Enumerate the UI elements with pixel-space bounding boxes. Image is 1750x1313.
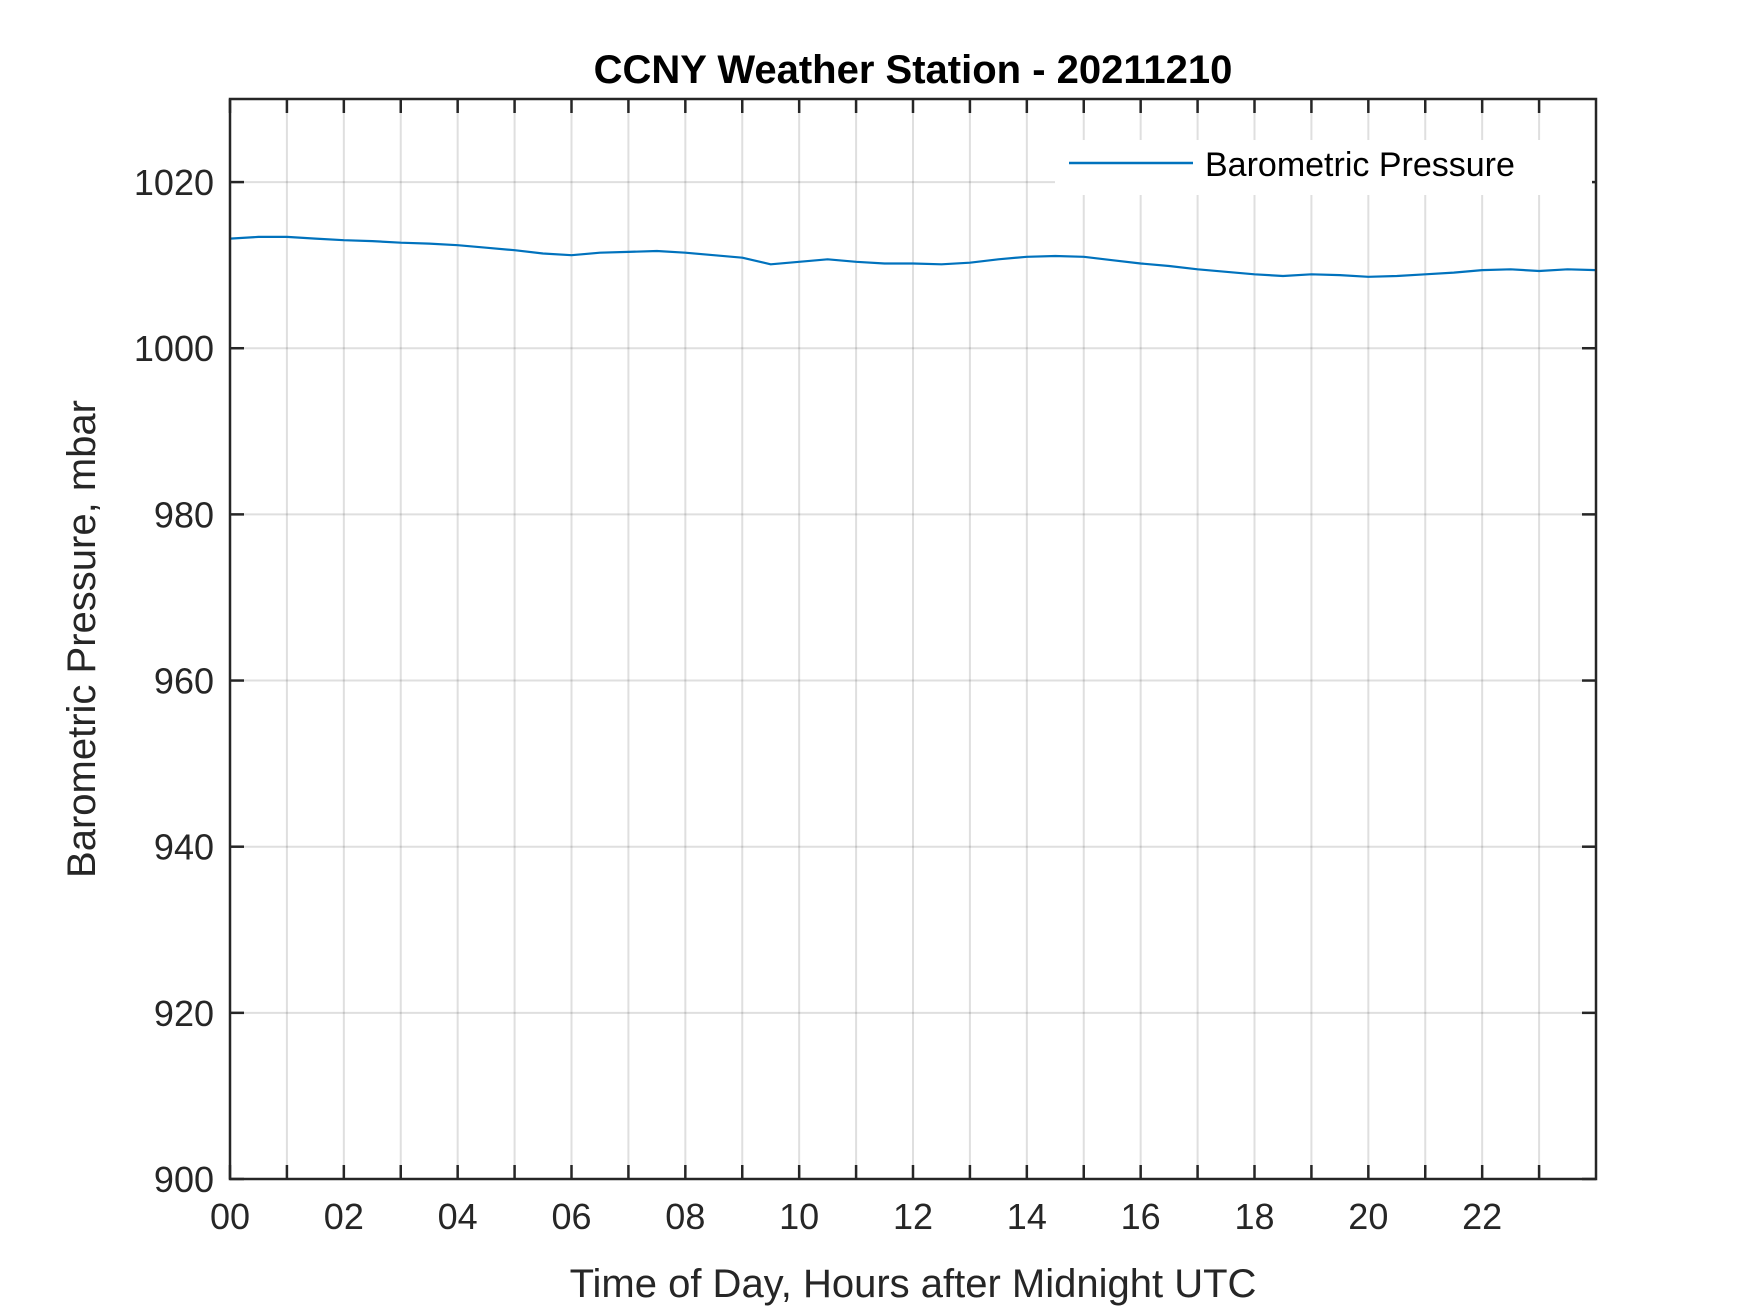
chart-title: CCNY Weather Station - 20211210 xyxy=(594,48,1233,92)
y-tick-label: 920 xyxy=(154,993,214,1034)
y-tick-label: 900 xyxy=(154,1159,214,1200)
legend-label-barometric-pressure: Barometric Pressure xyxy=(1205,146,1515,184)
x-tick-label: 12 xyxy=(893,1196,933,1237)
y-tick-label: 960 xyxy=(154,661,214,702)
x-tick-label: 04 xyxy=(438,1196,478,1237)
x-tick-label: 02 xyxy=(324,1196,364,1237)
legend: Barometric Pressure xyxy=(1055,140,1592,195)
y-tick-label: 1000 xyxy=(134,328,214,369)
x-tick-label: 00 xyxy=(210,1196,250,1237)
y-tick-labels: 900 920 940 960 980 1000 1020 xyxy=(134,162,214,1200)
series-layer xyxy=(229,235,1597,278)
series-line-barometric-pressure xyxy=(229,235,1597,278)
x-tick-label: 20 xyxy=(1348,1196,1388,1237)
x-tick-label: 10 xyxy=(779,1196,819,1237)
x-tick-label: 08 xyxy=(665,1196,705,1237)
x-tick-label: 22 xyxy=(1462,1196,1502,1237)
y-tick-label: 1020 xyxy=(134,162,214,203)
y-tick-label: 940 xyxy=(154,827,214,868)
plot-frame xyxy=(228,97,1598,1181)
plot-area xyxy=(230,99,1596,1179)
x-axis-label: Time of Day, Hours after Midnight UTC xyxy=(570,1262,1257,1306)
x-tick-label: 18 xyxy=(1234,1196,1274,1237)
x-tick-labels: 00 02 04 06 08 10 12 14 16 18 20 22 xyxy=(210,1196,1502,1237)
y-tick-label: 980 xyxy=(154,494,214,535)
legend-box xyxy=(1055,140,1592,195)
x-tick-label: 06 xyxy=(551,1196,591,1237)
y-axis-label: Barometric Pressure, mbar xyxy=(60,400,104,878)
x-tick-label: 14 xyxy=(1007,1196,1047,1237)
x-tick-label: 16 xyxy=(1121,1196,1161,1237)
